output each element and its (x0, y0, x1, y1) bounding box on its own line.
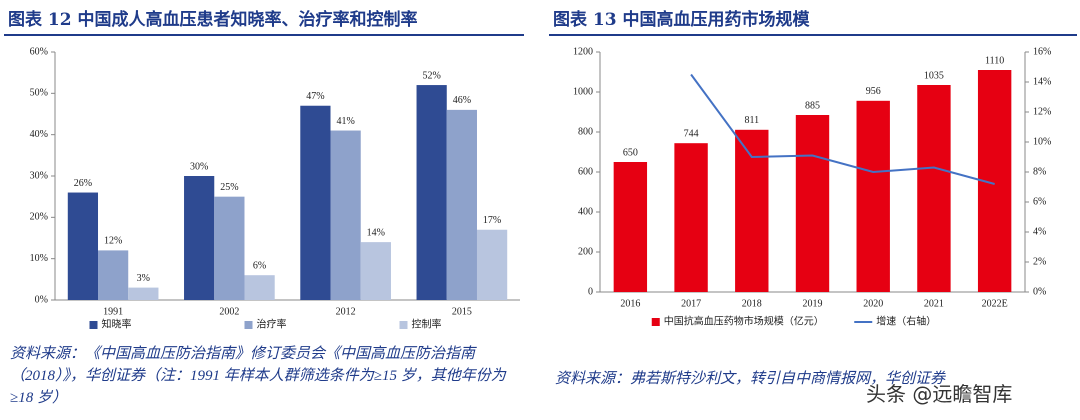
bar (446, 109, 477, 300)
data-label: 41% (336, 116, 354, 127)
y-tick-label: 40% (30, 129, 48, 140)
bar (98, 250, 129, 300)
y2-tick-label: 2% (1033, 256, 1046, 267)
chart-title: 图表 12 中国成人高血压患者知晓率、治疗率和控制率 (4, 6, 524, 36)
x-tick-label: 2018 (742, 298, 762, 309)
chart-title: 图表 13 中国高血压用药市场规模 (549, 6, 1077, 36)
y-tick-label: 20% (30, 212, 48, 223)
y2-tick-label: 10% (1033, 136, 1051, 147)
bar (360, 242, 391, 300)
bar (128, 287, 159, 300)
bar (735, 129, 769, 292)
bar (674, 143, 708, 292)
legend-swatch (399, 321, 408, 329)
bar (613, 162, 648, 292)
data-label: 744 (684, 128, 699, 139)
legend-label: 中国抗高血压药物市场规模（亿元） (664, 314, 824, 327)
source-note: 资料来源：弗若斯特沙利文，转引自中商情报网，华创证券 (555, 371, 946, 387)
data-label: 6% (253, 260, 266, 271)
bar (184, 176, 215, 300)
data-label: 885 (805, 100, 820, 111)
y2-tick-label: 12% (1033, 106, 1051, 117)
data-label: 650 (623, 147, 638, 158)
chart: 0% 10% 20% 30% 40% 50% 60% 1991 2002 2012 2015 26% 3… (30, 46, 520, 330)
y2-tick-label: 16% (1033, 46, 1051, 57)
data-label: 25% (220, 182, 238, 193)
y-tick-label: 0% (35, 294, 48, 305)
x-tick-label: 2020 (863, 298, 883, 309)
bar (214, 196, 245, 300)
y-tick-label: 800 (578, 126, 593, 137)
bar (300, 105, 331, 300)
data-label: 811 (744, 115, 759, 126)
bar (917, 85, 951, 292)
source-note: 资料来源：《中国高血压防治指南》修订委员会《中国高血压防治指南（2018）》，华… (10, 346, 506, 406)
data-label: 26% (74, 178, 92, 189)
data-label: 17% (483, 215, 501, 226)
watermark: 头条 @远瞻智库 (866, 382, 1013, 406)
y2-tick-label: 6% (1033, 196, 1046, 207)
legend-swatch (244, 321, 253, 329)
y-tick-label: 30% (30, 170, 48, 181)
x-tick-label: 2016 (620, 298, 640, 309)
data-label: 30% (190, 161, 208, 172)
legend-label: 控制率 (412, 317, 442, 330)
y-tick-label: 0 (588, 286, 593, 297)
data-label: 1035 (924, 70, 944, 81)
y-tick-label: 1000 (573, 86, 593, 97)
x-tick-label: 2022E (982, 298, 1008, 309)
x-tick-label: 1991 (103, 306, 123, 317)
y-tick-label: 400 (578, 206, 593, 217)
bar (244, 275, 275, 300)
legend-label: 知晓率 (102, 317, 132, 330)
chart: 0 200 400 600 800 1000 1200 0% 2% 4% 6% 8% 10% 12% 14%… (573, 46, 1051, 327)
y-tick-label: 60% (30, 46, 48, 57)
y2-tick-label: 8% (1033, 166, 1046, 177)
data-label: 46% (453, 95, 471, 106)
data-label: 3% (137, 273, 150, 284)
y-tick-label: 600 (578, 166, 593, 177)
y-tick-label: 50% (30, 88, 48, 99)
x-tick-label: 2021 (924, 298, 944, 309)
bar (476, 229, 508, 300)
y-tick-label: 1200 (573, 46, 593, 57)
data-label: 1110 (985, 55, 1004, 66)
data-label: 956 (866, 86, 881, 97)
bar (795, 115, 830, 292)
legend-label: 增速（右轴） (876, 314, 936, 327)
data-label: 47% (306, 91, 324, 102)
legend-label: 治疗率 (257, 317, 287, 330)
bar (416, 85, 447, 300)
x-tick-label: 2019 (803, 298, 823, 309)
x-tick-label: 2002 (219, 306, 239, 317)
x-tick-label: 2015 (452, 306, 472, 317)
bar (330, 130, 361, 300)
legend-swatch (89, 321, 98, 329)
x-tick-label: 2017 (681, 298, 701, 309)
line (690, 73, 995, 185)
data-label: 12% (104, 236, 122, 247)
legend-swatch (651, 318, 660, 326)
data-label: 14% (367, 227, 385, 238)
bar (856, 100, 890, 292)
y2-tick-label: 14% (1033, 76, 1051, 87)
y2-tick-label: 0% (1033, 286, 1046, 297)
data-label: 52% (422, 70, 440, 81)
y-tick-label: 10% (30, 253, 48, 264)
bar (67, 192, 99, 300)
y2-tick-label: 4% (1033, 226, 1046, 237)
y-tick-label: 200 (578, 246, 593, 257)
x-tick-label: 2012 (336, 306, 356, 317)
